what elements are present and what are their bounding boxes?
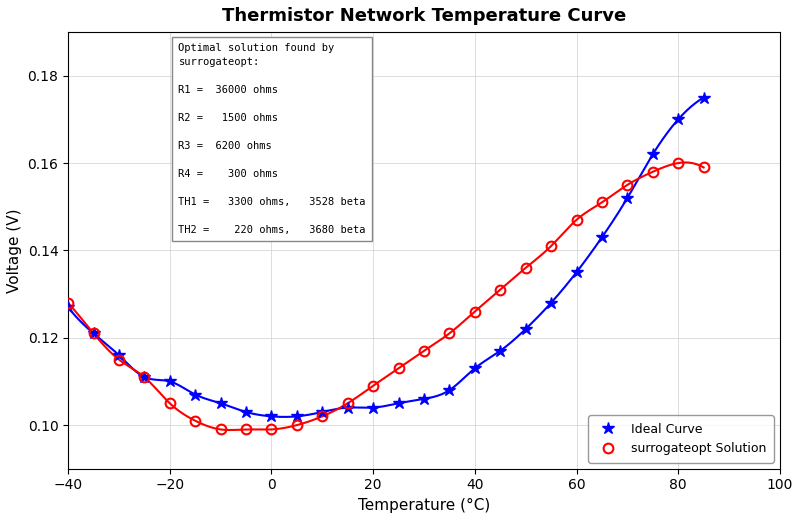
Ideal Curve (190, 392, 200, 398)
Ideal Curve (318, 409, 327, 415)
surrogateopt Solution (394, 365, 403, 371)
Ideal Curve (572, 269, 582, 276)
surrogateopt Solution (445, 330, 454, 336)
Ideal Curve (165, 379, 174, 385)
Ideal Curve (394, 400, 403, 406)
Text: Optimal solution found by
surrogateopt:

R1 =  36000 ohms

R2 =   1500 ohms

R3 : Optimal solution found by surrogateopt: … (178, 43, 366, 235)
surrogateopt Solution (572, 217, 582, 223)
Ideal Curve (597, 234, 606, 240)
surrogateopt Solution (114, 357, 124, 363)
Title: Thermistor Network Temperature Curve: Thermistor Network Temperature Curve (222, 7, 626, 25)
Ideal Curve (266, 413, 276, 420)
Ideal Curve (521, 326, 530, 332)
surrogateopt Solution (89, 330, 98, 336)
Ideal Curve (622, 195, 632, 201)
X-axis label: Temperature (°C): Temperature (°C) (358, 498, 490, 513)
Ideal Curve (216, 400, 226, 406)
surrogateopt Solution (343, 400, 353, 406)
surrogateopt Solution (266, 426, 276, 433)
surrogateopt Solution (419, 348, 429, 354)
Ideal Curve (674, 116, 683, 123)
Ideal Curve (470, 365, 480, 371)
surrogateopt Solution (292, 422, 302, 428)
Ideal Curve (343, 405, 353, 411)
surrogateopt Solution (521, 265, 530, 271)
Line: Ideal Curve: Ideal Curve (62, 92, 710, 423)
surrogateopt Solution (622, 182, 632, 188)
surrogateopt Solution (699, 164, 709, 171)
Ideal Curve (139, 374, 149, 380)
surrogateopt Solution (318, 413, 327, 420)
Ideal Curve (445, 387, 454, 393)
Ideal Curve (368, 405, 378, 411)
surrogateopt Solution (495, 287, 505, 293)
surrogateopt Solution (242, 426, 251, 433)
surrogateopt Solution (216, 426, 226, 433)
Ideal Curve (419, 396, 429, 402)
surrogateopt Solution (546, 243, 556, 249)
surrogateopt Solution (648, 168, 658, 175)
Ideal Curve (89, 330, 98, 336)
surrogateopt Solution (368, 383, 378, 389)
Ideal Curve (292, 413, 302, 420)
Ideal Curve (242, 409, 251, 415)
surrogateopt Solution (190, 418, 200, 424)
surrogateopt Solution (597, 199, 606, 205)
surrogateopt Solution (470, 308, 480, 315)
Legend: Ideal Curve, surrogateopt Solution: Ideal Curve, surrogateopt Solution (588, 415, 774, 462)
Y-axis label: Voltage (V): Voltage (V) (7, 208, 22, 293)
surrogateopt Solution (63, 300, 73, 306)
Line: surrogateopt Solution: surrogateopt Solution (63, 158, 709, 434)
Ideal Curve (648, 151, 658, 158)
Ideal Curve (699, 95, 709, 101)
surrogateopt Solution (139, 374, 149, 380)
surrogateopt Solution (165, 400, 174, 406)
Ideal Curve (63, 304, 73, 310)
Ideal Curve (114, 352, 124, 358)
Ideal Curve (495, 348, 505, 354)
surrogateopt Solution (674, 160, 683, 166)
Ideal Curve (546, 300, 556, 306)
